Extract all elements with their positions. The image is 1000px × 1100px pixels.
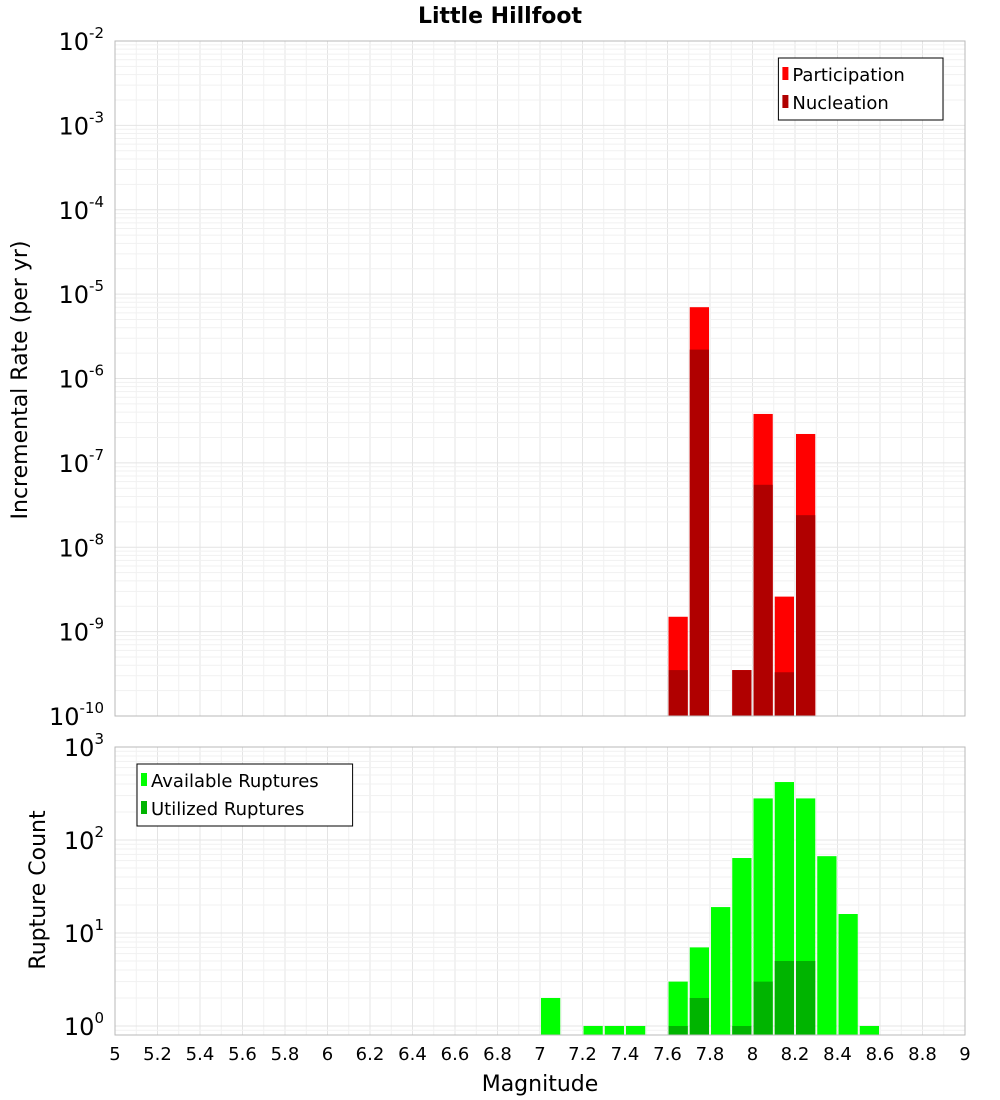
- plot-frame: [114, 746, 966, 1036]
- x-tick-label: 7.4: [611, 1044, 640, 1065]
- x-tick-label: 5.2: [143, 1044, 172, 1065]
- series-1-bar: [817, 856, 837, 1035]
- plot-panel-1: 10-10 10-9 10-8 10-7 10-6 10-5 10-4 10-3 10-2 Par…: [49, 24, 966, 731]
- legend-swatch: [782, 95, 789, 108]
- legend-swatch: [141, 773, 147, 786]
- y-tick-label: 102: [64, 823, 104, 855]
- x-tick-label: 7.2: [568, 1044, 597, 1065]
- series-1-bar: [583, 1025, 603, 1035]
- legend-label: Participation: [792, 65, 904, 86]
- x-tick-label: 8: [747, 1044, 758, 1065]
- legend-label: Nucleation: [792, 93, 888, 114]
- series-1-bar: [711, 907, 731, 1035]
- x-tick-label: 6: [322, 1044, 333, 1065]
- series-2-bar: [774, 960, 794, 1035]
- legend: Available Ruptures Utilized Ruptures: [136, 763, 354, 827]
- y-tick-label: 103: [64, 730, 104, 762]
- x-tick-label: 6.6: [441, 1044, 470, 1065]
- x-tick-label: 5.8: [271, 1044, 300, 1065]
- x-axis-label: Magnitude: [482, 1072, 599, 1097]
- legend-swatch: [141, 801, 147, 814]
- legend-box: [777, 57, 944, 121]
- series-2-bar: [753, 484, 773, 716]
- series-2-bar: [732, 1025, 752, 1035]
- y-tick-label: 10-2: [58, 24, 104, 56]
- y-tick-label: 100: [64, 1009, 104, 1041]
- series-2-bar: [689, 997, 709, 1035]
- series-2-bar: [753, 981, 773, 1035]
- legend-label: Utilized Ruptures: [151, 799, 304, 820]
- series-1-bar: [604, 1025, 624, 1035]
- bottom-y-axis-label: Rupture Count: [26, 810, 51, 970]
- y-tick-label: 10-9: [58, 615, 104, 647]
- x-tick-label: 9: [959, 1044, 970, 1065]
- y-tick-label: 10-10: [49, 699, 104, 731]
- x-tick-label: 5.4: [186, 1044, 215, 1065]
- x-tick-label: 7.6: [653, 1044, 682, 1065]
- legend-box: [136, 763, 354, 827]
- series-2-bar: [796, 960, 816, 1035]
- x-tick-label: 8.2: [781, 1044, 810, 1065]
- series-1-bar: [626, 1025, 646, 1035]
- series-1-bar: [668, 981, 688, 1035]
- series-2-bar: [668, 670, 688, 716]
- y-tick-label: 10-5: [58, 277, 104, 309]
- series-2-bar: [774, 672, 794, 716]
- series-2-bar: [732, 670, 752, 716]
- plot-frame: [114, 40, 966, 717]
- chart-title: Little Hillfoot: [418, 4, 583, 29]
- y-tick-label: 10-8: [58, 530, 104, 562]
- y-tick-label: 10-7: [58, 446, 104, 478]
- x-tick-label: 7: [534, 1044, 545, 1065]
- x-tick-label: 6.2: [356, 1044, 385, 1065]
- series-2-bar: [668, 1025, 688, 1035]
- x-tick-label: 8.6: [866, 1044, 895, 1065]
- series-1-bar: [859, 1025, 879, 1035]
- series-1-bar: [541, 997, 561, 1035]
- legend-label: Available Ruptures: [151, 771, 319, 792]
- x-tick-label: 8.8: [908, 1044, 937, 1065]
- x-tick-label: 5: [109, 1044, 120, 1065]
- x-tick-label: 7.8: [696, 1044, 725, 1065]
- plot-panel-2: 100 101 102 103 5 5.2 5.4 5.6 5.8 6 6.2 6.4 6.6 6.8 7 7…: [64, 730, 971, 1065]
- y-tick-label: 10-4: [58, 193, 104, 225]
- y-tick-label: 101: [64, 916, 104, 948]
- series-2-bar: [796, 515, 816, 716]
- series-1-bar: [838, 914, 858, 1035]
- y-tick-label: 10-3: [58, 108, 104, 140]
- x-tick-label: 6.8: [483, 1044, 512, 1065]
- series-1-bar: [753, 798, 773, 1035]
- x-tick-label: 5.6: [228, 1044, 257, 1065]
- legend: Participation Nucleation: [777, 57, 944, 121]
- x-tick-label: 6.4: [398, 1044, 427, 1065]
- series-2-bar: [689, 349, 709, 716]
- x-tick-label: 8.4: [823, 1044, 852, 1065]
- legend-swatch: [782, 67, 789, 80]
- top-y-axis-label: Incremental Rate (per yr): [8, 241, 33, 520]
- series-1-bar: [732, 858, 752, 1035]
- y-tick-label: 10-6: [58, 362, 104, 394]
